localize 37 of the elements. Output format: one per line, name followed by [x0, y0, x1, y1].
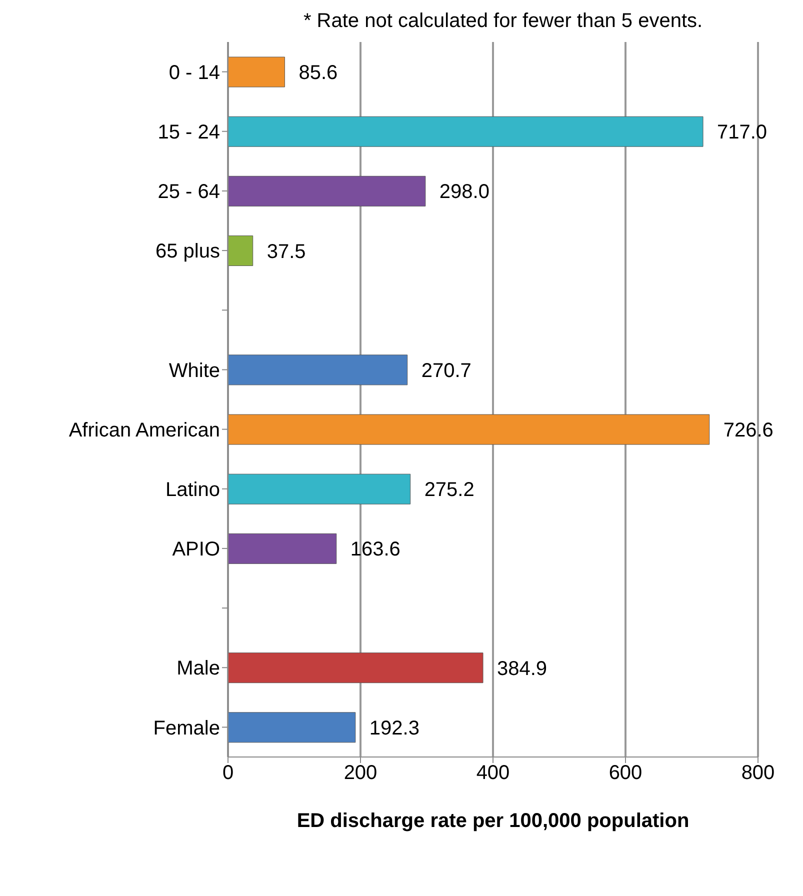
y-tick-label: Latino	[166, 478, 220, 501]
bar	[228, 414, 710, 445]
y-tick-label: 0 - 14	[168, 62, 220, 84]
y-tick-label: African American	[68, 419, 220, 442]
y-tick-label: APIO	[172, 538, 220, 561]
bar	[228, 474, 411, 504]
y-tick-label: 15 - 24	[158, 121, 220, 144]
x-tick-label: 800	[741, 762, 775, 784]
y-tick-label: Male	[176, 658, 220, 680]
data-label: 192.3	[369, 717, 420, 740]
bar	[228, 712, 356, 743]
bar	[228, 652, 484, 684]
y-tick-label: 65 plus	[156, 240, 220, 263]
y-tick-label: White	[168, 360, 220, 382]
y-tick-label: Female	[153, 717, 220, 740]
data-label: 163.6	[350, 538, 400, 561]
data-label: 85.6	[298, 62, 338, 84]
x-tick-label: 0	[222, 762, 234, 784]
x-tick-label: 200	[344, 762, 378, 784]
data-label: 298.0	[439, 181, 490, 204]
bar	[228, 176, 426, 206]
x-tick-label: 400	[476, 762, 510, 784]
data-label: 726.6	[723, 420, 774, 442]
x-tick-label: 600	[608, 762, 642, 784]
data-label: 384.9	[496, 658, 548, 680]
y-tick-label: 25 - 64	[158, 181, 220, 204]
bar	[228, 236, 254, 266]
data-label: 717.0	[717, 122, 768, 144]
bar	[228, 533, 337, 564]
data-label: 275.2	[424, 479, 474, 502]
bar	[228, 116, 704, 147]
bar	[228, 56, 285, 88]
bar	[228, 354, 408, 386]
data-label: 37.5	[266, 240, 306, 263]
data-label: 270.7	[421, 360, 472, 382]
text: * Rate not calculated for fewer than 5 events.	[302, 9, 704, 34]
x-axis-title: ED discharge rate per 100,000 population	[296, 810, 690, 832]
